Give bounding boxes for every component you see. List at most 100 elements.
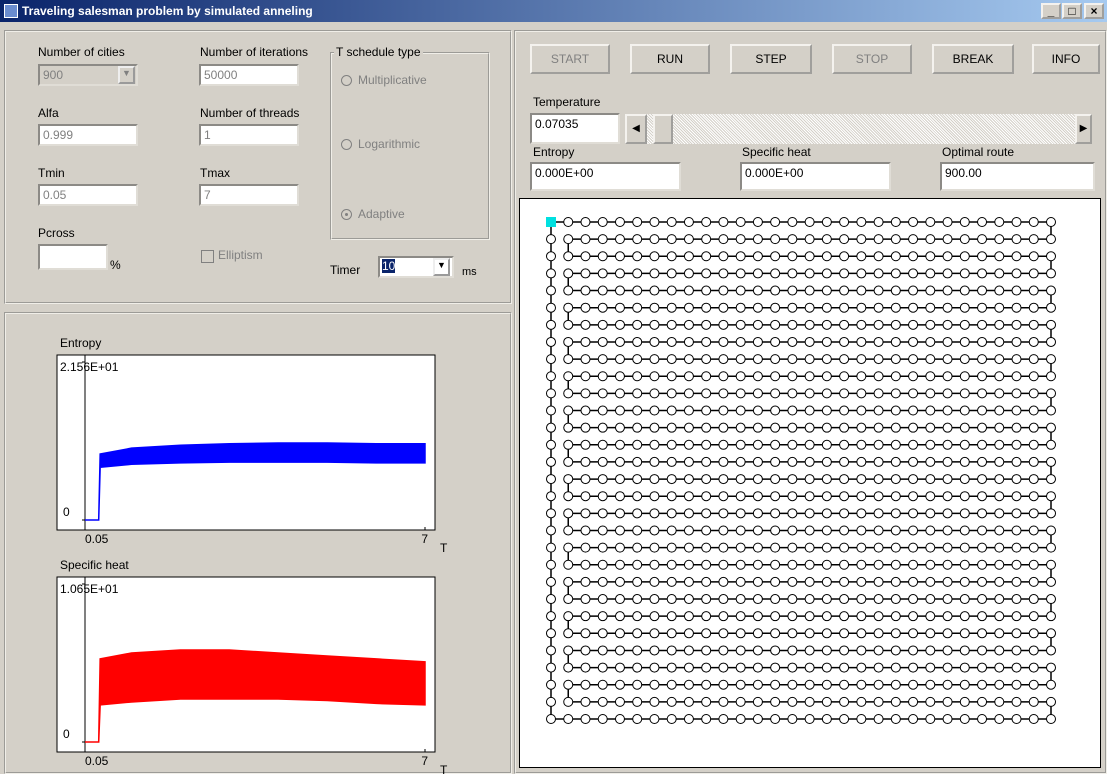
- city: [788, 475, 797, 484]
- city: [1029, 355, 1038, 364]
- city: [581, 252, 590, 261]
- city: [995, 612, 1004, 621]
- city: [547, 440, 556, 449]
- city: [736, 252, 745, 261]
- city: [581, 355, 590, 364]
- city: [719, 355, 728, 364]
- city: [1029, 715, 1038, 724]
- city: [650, 526, 659, 535]
- city: [857, 320, 866, 329]
- city: [771, 406, 780, 415]
- city: [736, 235, 745, 244]
- city: [650, 440, 659, 449]
- city: [788, 440, 797, 449]
- city: [1047, 440, 1056, 449]
- city: [650, 646, 659, 655]
- city: [857, 475, 866, 484]
- city: [857, 595, 866, 604]
- x-tick-label: 0.05: [85, 532, 109, 546]
- city: [788, 526, 797, 535]
- city: [1012, 663, 1021, 672]
- city: [926, 475, 935, 484]
- city: [702, 629, 711, 638]
- city: [978, 389, 987, 398]
- city: [771, 560, 780, 569]
- app-window: Traveling salesman problem by simulated …: [0, 0, 1107, 774]
- city: [547, 526, 556, 535]
- city: [650, 218, 659, 227]
- city: [753, 440, 762, 449]
- city: [978, 509, 987, 518]
- city: [633, 680, 642, 689]
- city: [840, 303, 849, 312]
- city: [788, 286, 797, 295]
- city: [995, 646, 1004, 655]
- city: [581, 457, 590, 466]
- city: [909, 543, 918, 552]
- city: [840, 715, 849, 724]
- city: [822, 560, 831, 569]
- city: [891, 543, 900, 552]
- city: [753, 577, 762, 586]
- city: [736, 475, 745, 484]
- city: [891, 337, 900, 346]
- city: [719, 629, 728, 638]
- city: [667, 577, 676, 586]
- city: [753, 526, 762, 535]
- city: [667, 475, 676, 484]
- city: [822, 595, 831, 604]
- city: [995, 526, 1004, 535]
- city: [702, 526, 711, 535]
- city: [598, 526, 607, 535]
- city: [598, 269, 607, 278]
- city: [615, 663, 624, 672]
- city: [736, 577, 745, 586]
- city: [805, 406, 814, 415]
- city: [978, 663, 987, 672]
- city: [995, 235, 1004, 244]
- city: [547, 303, 556, 312]
- city: [1012, 303, 1021, 312]
- city: [702, 337, 711, 346]
- city: [788, 560, 797, 569]
- city: [857, 303, 866, 312]
- city: [615, 269, 624, 278]
- city: [995, 320, 1004, 329]
- city: [650, 269, 659, 278]
- city: [736, 320, 745, 329]
- city: [650, 629, 659, 638]
- city: [909, 595, 918, 604]
- city: [960, 457, 969, 466]
- city: [1012, 389, 1021, 398]
- city: [874, 595, 883, 604]
- city: [1029, 372, 1038, 381]
- city: [702, 372, 711, 381]
- city: [891, 715, 900, 724]
- city: [840, 252, 849, 261]
- city: [581, 218, 590, 227]
- city: [753, 457, 762, 466]
- city: [633, 560, 642, 569]
- city: [805, 320, 814, 329]
- city: [788, 492, 797, 501]
- city: [547, 423, 556, 432]
- city: [805, 680, 814, 689]
- city: [995, 440, 1004, 449]
- city: [857, 269, 866, 278]
- city: [1029, 560, 1038, 569]
- city: [633, 646, 642, 655]
- city: [719, 286, 728, 295]
- city: [667, 629, 676, 638]
- city: [1047, 337, 1056, 346]
- city: [650, 337, 659, 346]
- city: [581, 320, 590, 329]
- city: [926, 577, 935, 586]
- city: [1029, 337, 1038, 346]
- city: [581, 697, 590, 706]
- city: [702, 440, 711, 449]
- city: [822, 440, 831, 449]
- city: [633, 715, 642, 724]
- city: [615, 475, 624, 484]
- city: [771, 423, 780, 432]
- x-axis-label: T: [440, 541, 448, 555]
